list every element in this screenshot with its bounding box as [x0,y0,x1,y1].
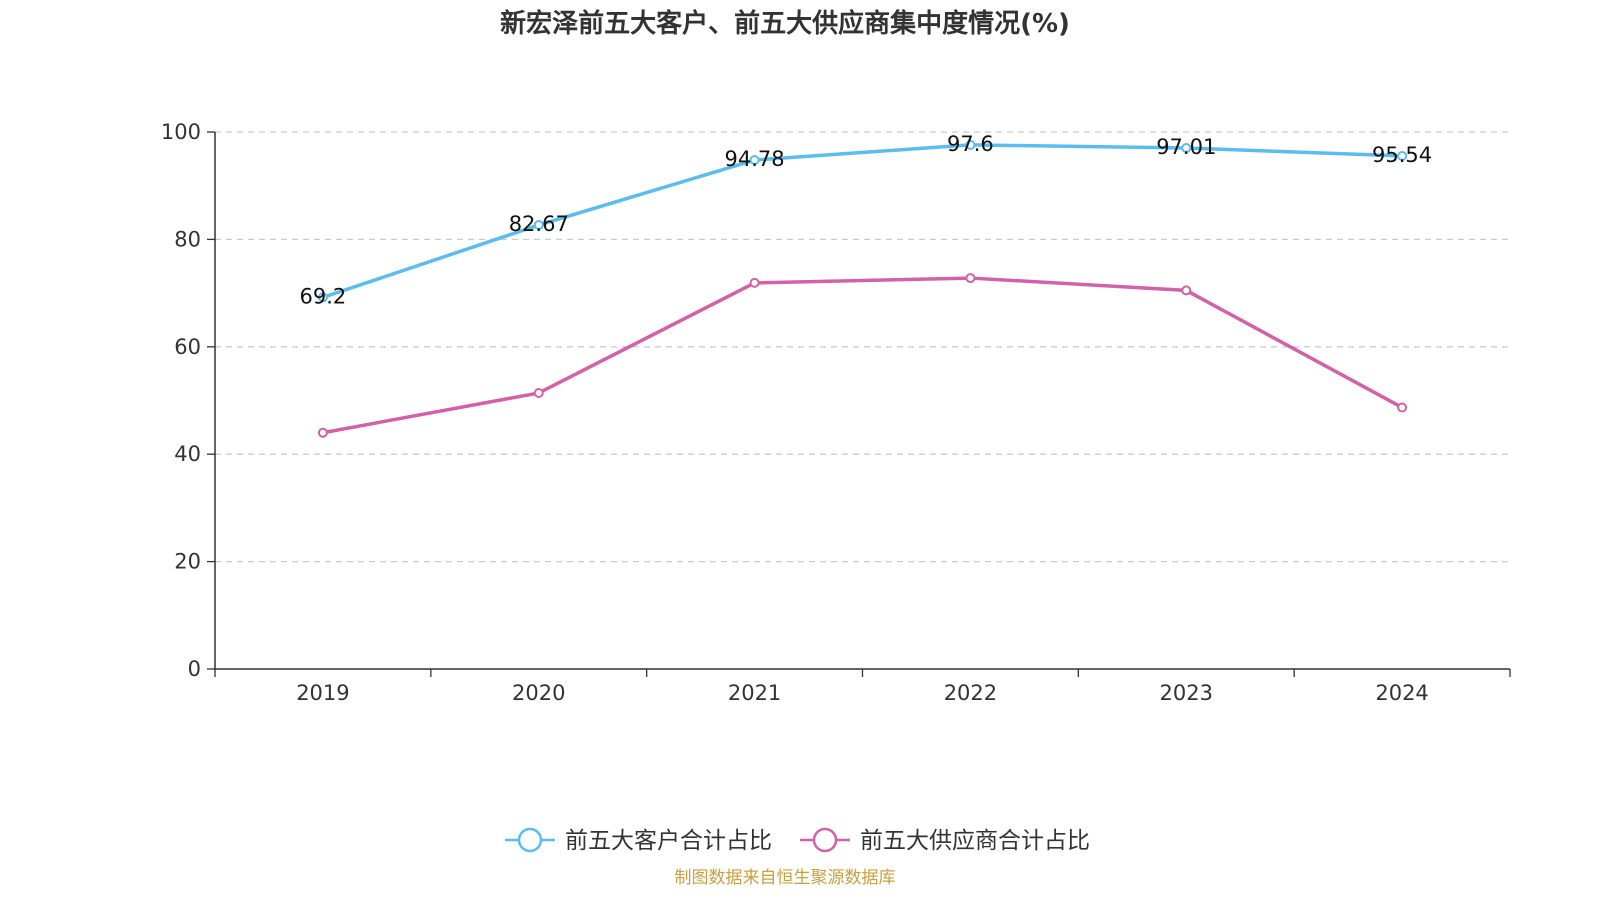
y-tick-label: 60 [174,335,201,359]
y-tick-label: 80 [174,227,201,251]
data-label-layer: 69.2 82.67 94.78 97.6 97.01 95.54 [300,132,1433,309]
x-tick-label: 2023 [1160,681,1213,705]
data-label: 97.01 [1156,135,1216,159]
data-point[interactable] [317,427,328,438]
source-note: 制图数据来自恒生聚源数据库 [675,868,896,888]
legend-marker-icon [812,827,838,853]
legend-item-1[interactable]: 前五大供应商合计占比 [800,827,1090,854]
grid-layer [215,131,1510,563]
legend[interactable]: 前五大客户合计占比 前五大供应商合计占比 [505,827,1090,854]
data-point[interactable] [965,139,976,150]
y-tick-label: 0 [188,657,201,681]
data-label: 69.2 [300,284,347,308]
legend-label: 前五大供应商合计占比 [860,828,1090,854]
legend-item-0[interactable]: 前五大客户合计占比 [505,827,772,854]
data-point[interactable] [965,273,976,284]
series-layer [317,139,1408,438]
chart-title: 新宏泽前五大客户、前五大供应商集中度情况(%) [500,8,1070,39]
data-point[interactable] [317,292,328,303]
data-label: 94.78 [725,147,785,171]
x-tick-label: 2021 [728,681,781,705]
series-line-0 [322,143,1403,300]
data-point[interactable] [1397,402,1408,413]
x-tick-label: 2024 [1375,681,1428,705]
x-tick-label: 2020 [512,681,565,705]
data-point[interactable] [1181,143,1192,154]
data-label: 97.6 [947,132,994,156]
y-tick-label: 40 [174,442,201,466]
data-point[interactable] [533,387,544,398]
data-point[interactable] [749,155,760,166]
data-point[interactable] [1181,285,1192,296]
data-point[interactable] [1397,150,1408,161]
x-tick-label: 2019 [296,681,349,705]
y-tick-label: 20 [174,550,201,574]
axis-layer: 0 20 40 60 80 100 2019 2020 2021 2022 2023 2024 [161,120,1511,705]
y-tick-label: 100 [161,120,201,144]
data-label: 82.67 [509,212,569,236]
data-label: 95.54 [1372,143,1432,167]
legend-marker-icon [517,827,543,853]
series-line-1 [322,276,1403,435]
data-point[interactable] [749,277,760,288]
legend-label: 前五大客户合计占比 [565,828,772,854]
x-tick-label: 2022 [944,681,997,705]
data-point[interactable] [533,220,544,231]
